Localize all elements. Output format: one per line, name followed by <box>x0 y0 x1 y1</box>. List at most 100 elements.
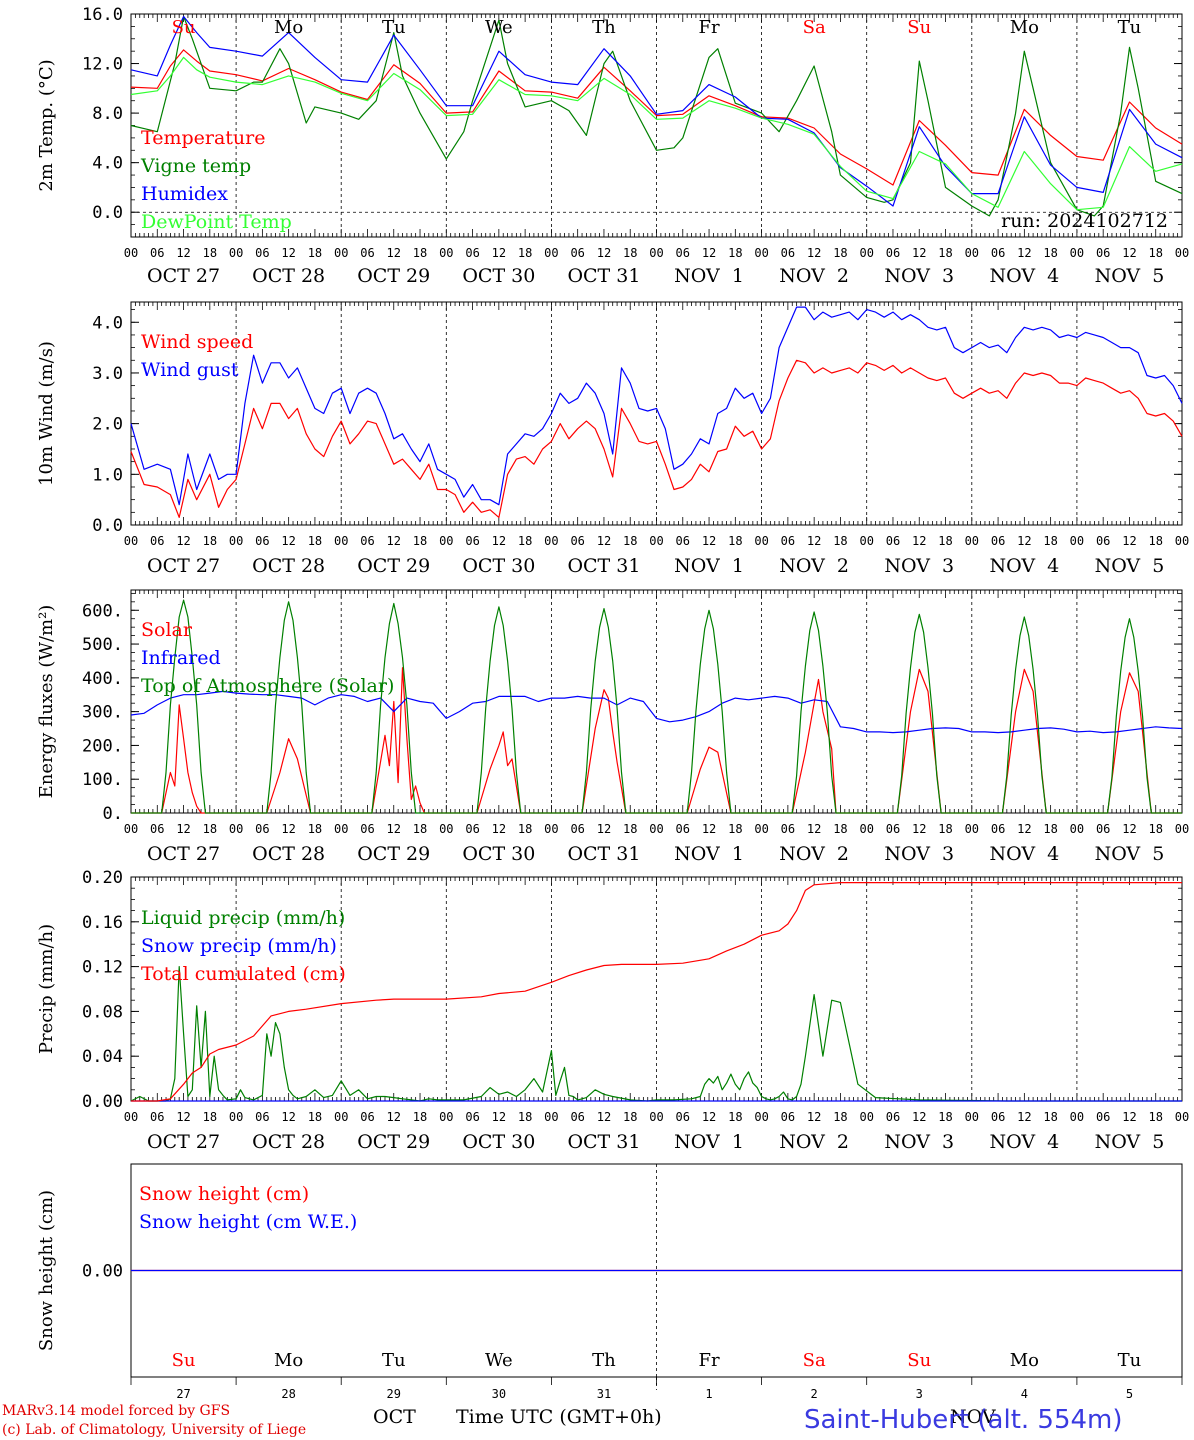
hour-tick-label: 12 <box>807 534 821 548</box>
date-label: NOV 4 <box>989 265 1059 287</box>
weekday-label: Su <box>907 1350 931 1371</box>
hour-tick-label: 12 <box>492 1110 506 1124</box>
hour-tick-label: 06 <box>991 246 1005 260</box>
hour-tick-label: 00 <box>1070 246 1084 260</box>
hour-tick-label: 12 <box>387 534 401 548</box>
hour-tick-label: 06 <box>991 534 1005 548</box>
legend-entry: Temperature <box>141 127 265 149</box>
hour-tick-label: 00 <box>334 534 348 548</box>
hour-tick-label: 06 <box>1096 1110 1110 1124</box>
hour-tick-label: 06 <box>676 246 690 260</box>
hour-tick-label: 06 <box>150 534 164 548</box>
hour-tick-label: 12 <box>912 1110 926 1124</box>
hour-tick-label: 12 <box>702 822 716 836</box>
weekday-label: Mo <box>1010 17 1039 38</box>
day-number-label: 29 <box>387 1387 401 1401</box>
weekday-label: Sa <box>803 17 826 38</box>
date-label: NOV 5 <box>1095 843 1165 865</box>
hour-tick-label: 06 <box>465 534 479 548</box>
hour-tick-label: 18 <box>203 246 217 260</box>
hour-tick-label: 12 <box>1122 246 1136 260</box>
hour-tick-label: 06 <box>886 1110 900 1124</box>
series-line <box>130 15 1183 217</box>
hour-tick-label: 00 <box>229 534 243 548</box>
date-label: NOV 4 <box>989 1131 1059 1153</box>
legend-entry: Wind speed <box>141 331 253 353</box>
weekday-label: We <box>485 1350 513 1371</box>
panel-2: 00 06 12 18 00 06 12 18 00 06 12 18 00 06 12 18 00 06 12 18… <box>36 301 1189 577</box>
hour-tick-label: 18 <box>623 822 637 836</box>
y-axis-title: Snow height (cm) <box>36 1190 57 1351</box>
y-tick-label: 500. <box>82 635 123 655</box>
date-label: OCT 30 <box>462 843 535 865</box>
plot-frame <box>130 589 1183 814</box>
hour-tick-label: 12 <box>1017 246 1031 260</box>
hour-tick-label: 18 <box>518 246 532 260</box>
legend-entry: Top of Atmosphere (Solar) <box>141 675 394 697</box>
hour-tick-label: 18 <box>833 822 847 836</box>
hour-tick-label: 18 <box>623 1110 637 1124</box>
y-tick-label: 0.0 <box>92 516 123 536</box>
weekday-label: Mo <box>274 1350 303 1371</box>
y-tick-label: 0.04 <box>82 1047 123 1067</box>
weekday-label: Fr <box>699 17 720 38</box>
hour-tick-label: 12 <box>912 822 926 836</box>
legend-entry: Humidex <box>141 183 228 205</box>
hour-tick-label: 06 <box>1096 822 1110 836</box>
hour-tick-label: 00 <box>1175 534 1189 548</box>
hour-tick-label: 00 <box>544 822 558 836</box>
hour-tick-label: 06 <box>1096 534 1110 548</box>
weekday-label: Tu <box>382 1350 406 1371</box>
y-tick-label: 3.0 <box>92 364 123 384</box>
weekday-label: Tu <box>1118 17 1142 38</box>
weekday-label: We <box>485 17 513 38</box>
hour-tick-label: 12 <box>807 246 821 260</box>
date-label: OCT 27 <box>147 1131 220 1153</box>
hour-tick-label: 00 <box>859 246 873 260</box>
y-tick-label: 0.0 <box>92 203 123 223</box>
hour-tick-label: 00 <box>334 246 348 260</box>
hour-tick-label: 18 <box>1043 246 1057 260</box>
weekday-label: Tu <box>1118 1350 1142 1371</box>
date-label: NOV 4 <box>989 843 1059 865</box>
weekday-label: Su <box>172 17 196 38</box>
weekday-label: Su <box>172 1350 196 1371</box>
month-label-left: OCT <box>373 1406 416 1428</box>
panel-3: 00 06 12 18 00 06 12 18 00 06 12 18 00 06 12 18 00 06 12 18… <box>36 589 1189 865</box>
y-tick-label: 8.0 <box>92 104 123 124</box>
hour-tick-label: 06 <box>150 1110 164 1124</box>
hour-tick-label: 12 <box>702 534 716 548</box>
hour-tick-label: 06 <box>1096 246 1110 260</box>
hour-tick-label: 12 <box>492 822 506 836</box>
date-label: OCT 31 <box>567 265 640 287</box>
hour-tick-label: 12 <box>1017 534 1031 548</box>
weekday-label: Tu <box>382 17 406 38</box>
hour-tick-label: 18 <box>1043 534 1057 548</box>
hour-tick-label: 00 <box>965 534 979 548</box>
hour-tick-label: 12 <box>912 246 926 260</box>
hour-tick-label: 00 <box>229 1110 243 1124</box>
y-tick-label: 600. <box>82 601 123 621</box>
hour-tick-label: 12 <box>597 246 611 260</box>
hour-tick-label: 06 <box>360 822 374 836</box>
date-label: NOV 2 <box>779 555 849 577</box>
hour-tick-label: 18 <box>1148 534 1162 548</box>
day-number-label: 27 <box>176 1387 190 1401</box>
y-tick-label: 4.0 <box>92 154 123 174</box>
weekday-label: Th <box>592 1350 616 1371</box>
hour-tick-label: 06 <box>676 822 690 836</box>
date-label: NOV 2 <box>779 843 849 865</box>
day-number-label: 28 <box>281 1387 295 1401</box>
y-tick-label: 4.0 <box>92 313 123 333</box>
hour-tick-label: 18 <box>1043 822 1057 836</box>
hour-tick-label: 06 <box>570 534 584 548</box>
hour-tick-label: 12 <box>176 822 190 836</box>
weekday-label: Fr <box>699 1350 720 1371</box>
day-number-label: 1 <box>705 1387 712 1401</box>
date-label: OCT 27 <box>147 265 220 287</box>
legend-entry: Infrared <box>141 647 221 669</box>
hour-tick-label: 06 <box>255 534 269 548</box>
hour-tick-label: 18 <box>623 246 637 260</box>
hour-tick-label: 00 <box>649 1110 663 1124</box>
hour-tick-label: 12 <box>597 1110 611 1124</box>
